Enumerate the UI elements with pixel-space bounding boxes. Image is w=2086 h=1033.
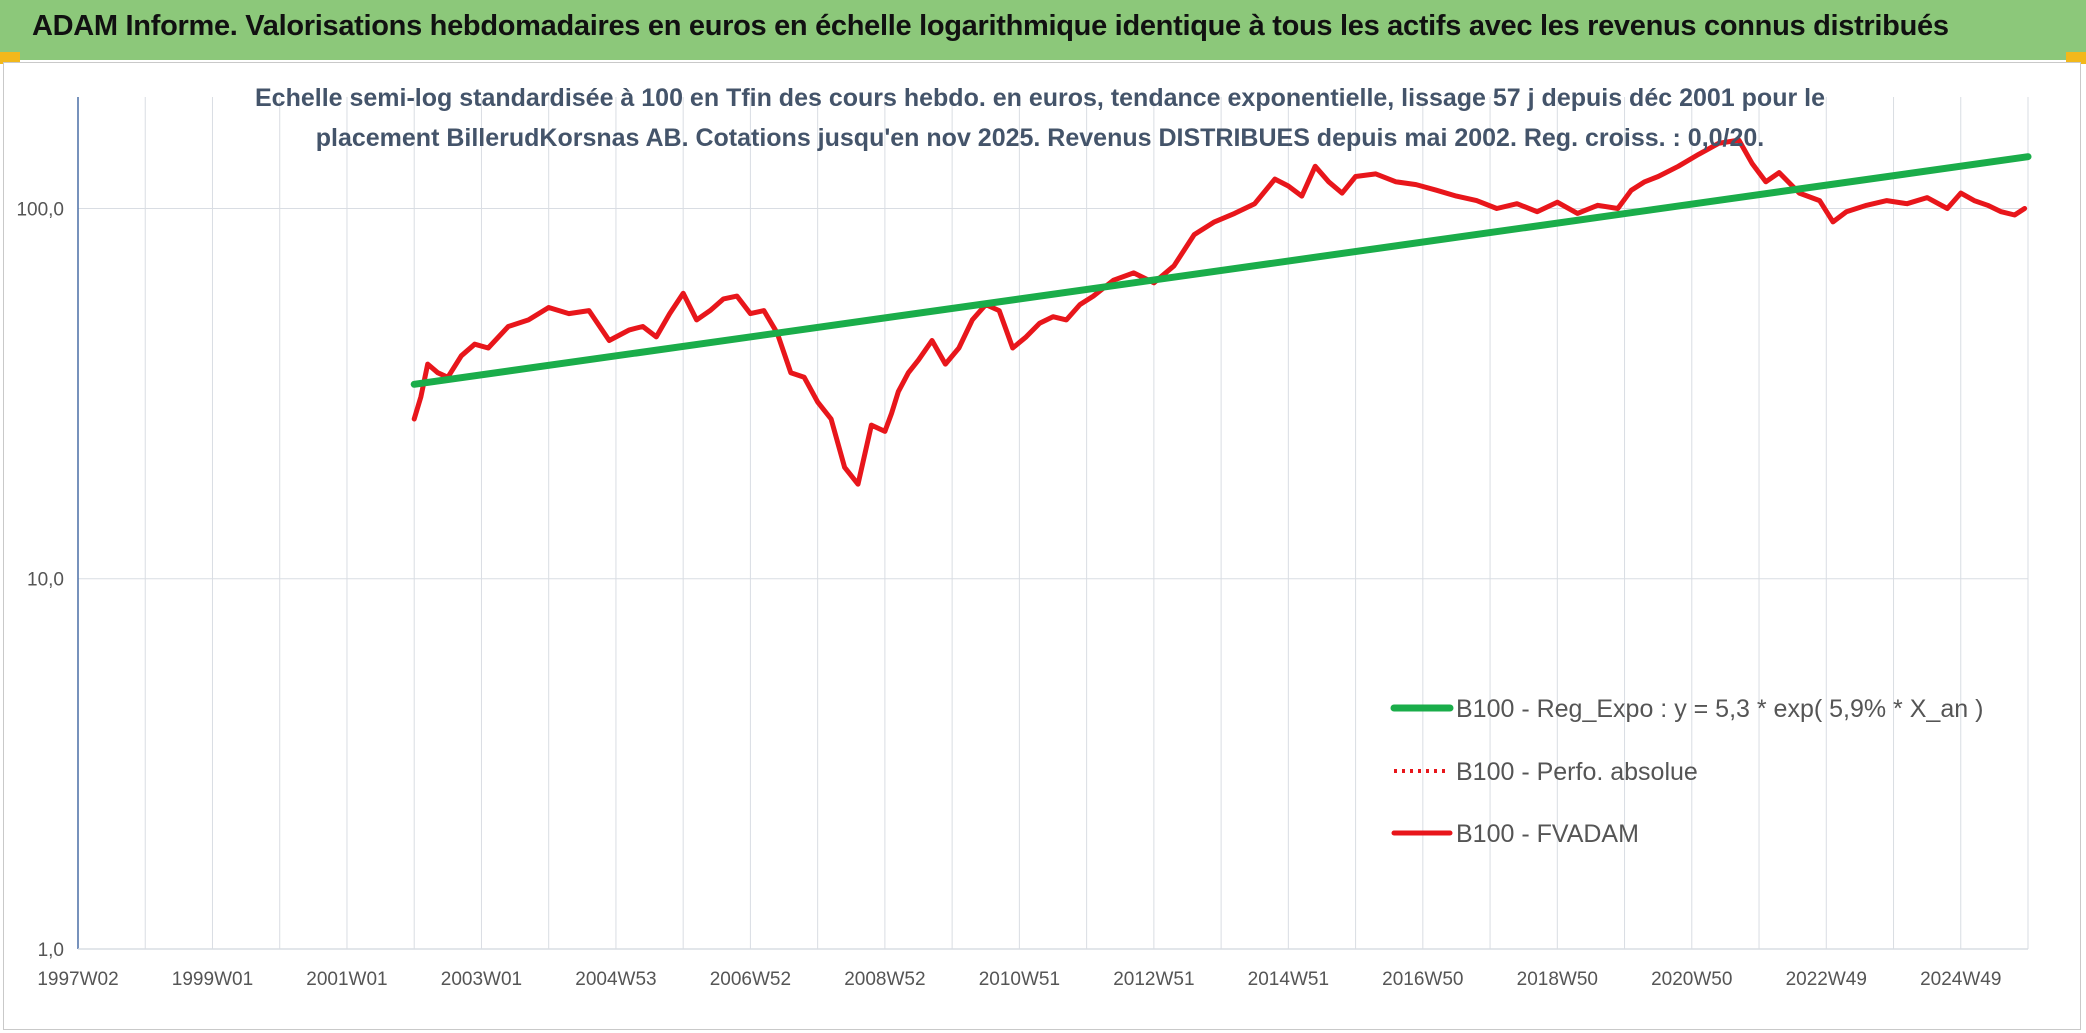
x-tick-label: 2001W01	[306, 969, 387, 990]
x-tick-label: 2018W50	[1517, 969, 1598, 990]
x-tick-label: 2004W53	[575, 969, 656, 990]
corner-marker-left	[0, 52, 20, 64]
header-banner: ADAM Informe. Valorisations hebdomadaire…	[0, 0, 2086, 60]
grid-lines	[77, 97, 2029, 950]
chart-subtitle-line: Echelle semi-log standardisée à 100 en T…	[255, 84, 1825, 112]
legend-label: B100 - Perfo. absolue	[1456, 758, 1698, 786]
x-tick-label: 1997W02	[37, 969, 118, 990]
x-tick-label: 2010W51	[979, 969, 1060, 990]
y-tick-label: 100,0	[16, 199, 64, 220]
x-tick-label: 1999W01	[172, 969, 253, 990]
x-tick-label: 2014W51	[1248, 969, 1329, 990]
legend-label: B100 - FVADAM	[1456, 820, 1639, 848]
x-tick-label: 2012W51	[1113, 969, 1194, 990]
chart-svg: 1,0 10,0 100,0 1997W02 1999W01 2001W01 2003W01…	[16, 84, 2032, 990]
x-tick-label: 2022W49	[1786, 969, 1867, 990]
x-tick-label: 2008W52	[844, 969, 925, 990]
x-tick-label: 2020W50	[1651, 969, 1732, 990]
chart-subtitle-line: placement BillerudKorsnas AB. Cotations …	[316, 124, 1765, 152]
x-tick-label: 2006W52	[710, 969, 791, 990]
y-tick-label: 1,0	[38, 940, 64, 961]
series-line-fvadam	[411, 137, 2028, 487]
x-tick-label: 2024W49	[1920, 969, 2001, 990]
series-lines	[410, 137, 2032, 487]
legend-label: B100 - Reg_Expo : y = 5,3 * exp( 5,9% * …	[1456, 695, 1983, 723]
series-line-trend	[410, 153, 2032, 388]
x-tick-label: 2003W01	[441, 969, 522, 990]
page-title: ADAM Informe. Valorisations hebdomadaire…	[32, 10, 1949, 42]
axes: 1,0 10,0 100,0 1997W02 1999W01 2001W01 2003W01…	[16, 97, 2028, 990]
chart-title: Echelle semi-log standardisée à 100 en T…	[255, 84, 1825, 152]
chart-area: 1,0 10,0 100,0 1997W02 1999W01 2001W01 2003W01…	[3, 62, 2081, 1030]
corner-marker-right	[2066, 52, 2086, 64]
y-tick-label: 10,0	[27, 570, 64, 591]
chart-legend: B100 - Reg_Expo : y = 5,3 * exp( 5,9% * …	[1390, 695, 1983, 848]
x-tick-label: 2016W50	[1382, 969, 1463, 990]
